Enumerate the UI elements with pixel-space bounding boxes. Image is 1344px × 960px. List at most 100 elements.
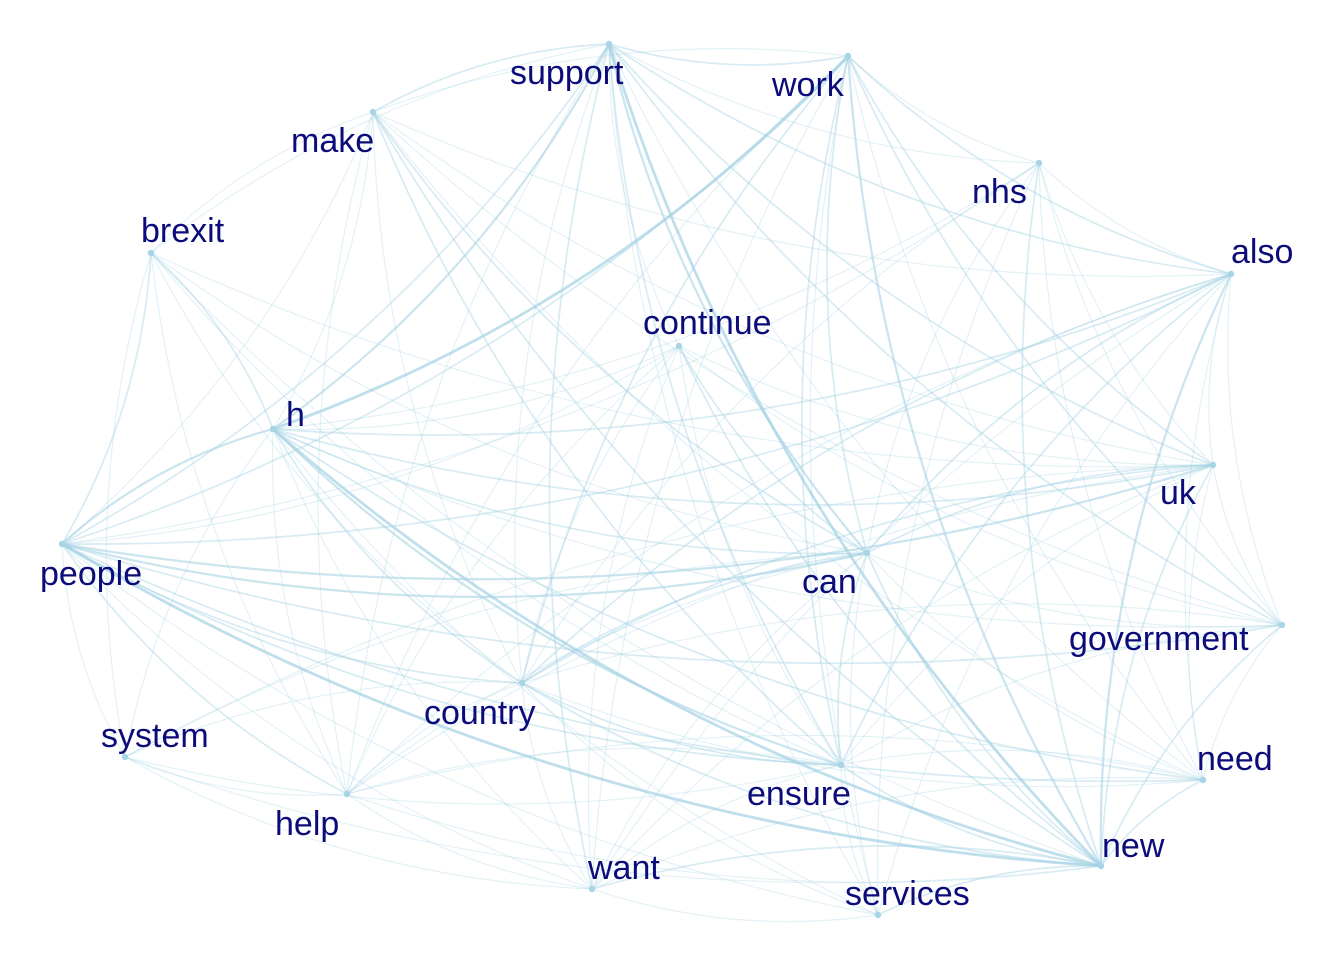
edge-government-need [1202, 624, 1283, 781]
node-services [874, 911, 882, 919]
node-label-continue: continue [643, 304, 772, 342]
edge-support-can [607, 43, 868, 554]
edge-government-ensure [840, 624, 1283, 766]
edge-people-want [61, 543, 593, 890]
edge-help-new [346, 793, 1102, 883]
node-label-new: new [1102, 827, 1165, 865]
edge-make-help [317, 111, 374, 795]
edge-need-new [1100, 779, 1204, 867]
node-also [1227, 270, 1235, 278]
edge-make-also [372, 111, 1232, 277]
node-label-people: people [40, 555, 142, 593]
edge-ensure-want [591, 764, 842, 890]
node-layer [58, 40, 1286, 919]
node-label-need: need [1197, 740, 1273, 778]
edge-brexit-system [105, 252, 152, 758]
edge-nhs-uk [1038, 162, 1214, 466]
edge-support-continue [608, 43, 680, 347]
node-label-brexit: brexit [141, 212, 225, 250]
node-label-nhs: nhs [972, 173, 1027, 211]
edge-make-government [372, 111, 1283, 626]
edge-brexit-new [150, 252, 1102, 867]
node-work [844, 52, 852, 60]
edge-need-want [591, 777, 1204, 890]
edge-country-new [521, 682, 1102, 867]
node-label-want: want [587, 849, 660, 887]
edge-country-ensure [521, 682, 842, 766]
edge-support-uk [608, 43, 1214, 466]
edge-support-new [607, 43, 1103, 867]
edge-nhs-government [1038, 162, 1283, 626]
edge-support-ensure [608, 43, 842, 766]
edge-people-continue [61, 345, 680, 545]
edge-also-want [591, 273, 1232, 890]
edge-work-make [372, 48, 849, 113]
edge-continue-ensure [678, 345, 842, 766]
edge-people-nhs [61, 162, 1040, 545]
edge-also-services [877, 273, 1232, 916]
edge-uk-system [124, 464, 1214, 758]
edge-support-work [608, 43, 849, 66]
edge-people-make [61, 111, 374, 545]
node-label-also: also [1231, 233, 1293, 271]
edge-people-ensure [61, 543, 842, 766]
edge-country-want [521, 682, 593, 890]
node-label-country: country [424, 694, 536, 732]
edge-people-uk [61, 463, 1214, 581]
edge-work-new [846, 55, 1102, 867]
edge-ensure-services [840, 764, 879, 916]
edge-people-government [61, 543, 1283, 665]
edge-uk-ensure [840, 464, 1214, 766]
edge-nhs-new [1021, 162, 1102, 867]
edge-make-new [372, 111, 1102, 867]
edge-make-brexit [150, 111, 374, 254]
edge-people-system [61, 543, 126, 758]
edge-people-new [61, 542, 1102, 868]
edge-support-country [514, 43, 610, 684]
edge-can-country [521, 552, 868, 684]
edge-need-help [346, 734, 1204, 795]
edge-also-country [521, 273, 1232, 684]
node-nhs [1035, 159, 1043, 167]
edge-layer [61, 43, 1283, 923]
node-people [58, 540, 66, 548]
edge-work-services [809, 55, 879, 916]
edge-make-uk [372, 111, 1214, 466]
edge-can-government [866, 552, 1283, 628]
edge-h-country [272, 428, 523, 684]
node-want [588, 885, 596, 893]
edge-can-new [866, 552, 1102, 867]
edge-government-new [1100, 624, 1283, 867]
edge-new-want [591, 845, 1102, 890]
edge-government-country [521, 603, 1283, 684]
edge-people-need [61, 543, 1204, 783]
edge-also-can [866, 273, 1232, 554]
node-make [369, 108, 377, 116]
edge-nhs-also [1038, 162, 1232, 275]
edge-brexit-country [150, 252, 523, 684]
edge-make-need [372, 111, 1204, 781]
edge-h-nhs [272, 162, 1040, 430]
edge-people-can [61, 542, 868, 599]
node-government [1278, 621, 1286, 629]
edge-nhs-need [1038, 162, 1204, 781]
edge-also-need [1184, 273, 1232, 781]
edge-can-want [591, 552, 868, 890]
edge-people-country [61, 543, 523, 684]
edge-work-want [591, 55, 849, 890]
edge-nhs-can [866, 162, 1040, 554]
edge-support-services [608, 43, 879, 916]
edge-system-help [124, 756, 348, 796]
node-uk [1209, 461, 1217, 469]
edge-people-brexit [61, 252, 152, 545]
node-help [343, 790, 351, 798]
edge-nhs-country [521, 162, 1040, 684]
edge-work-also [847, 55, 1232, 275]
edge-continue-government [678, 345, 1283, 626]
edge-ensure-help [346, 747, 842, 795]
edge-new-services [877, 865, 1102, 916]
edge-people-work [61, 55, 849, 545]
edge-people-support [61, 43, 610, 545]
node-label-h: h [286, 396, 305, 434]
